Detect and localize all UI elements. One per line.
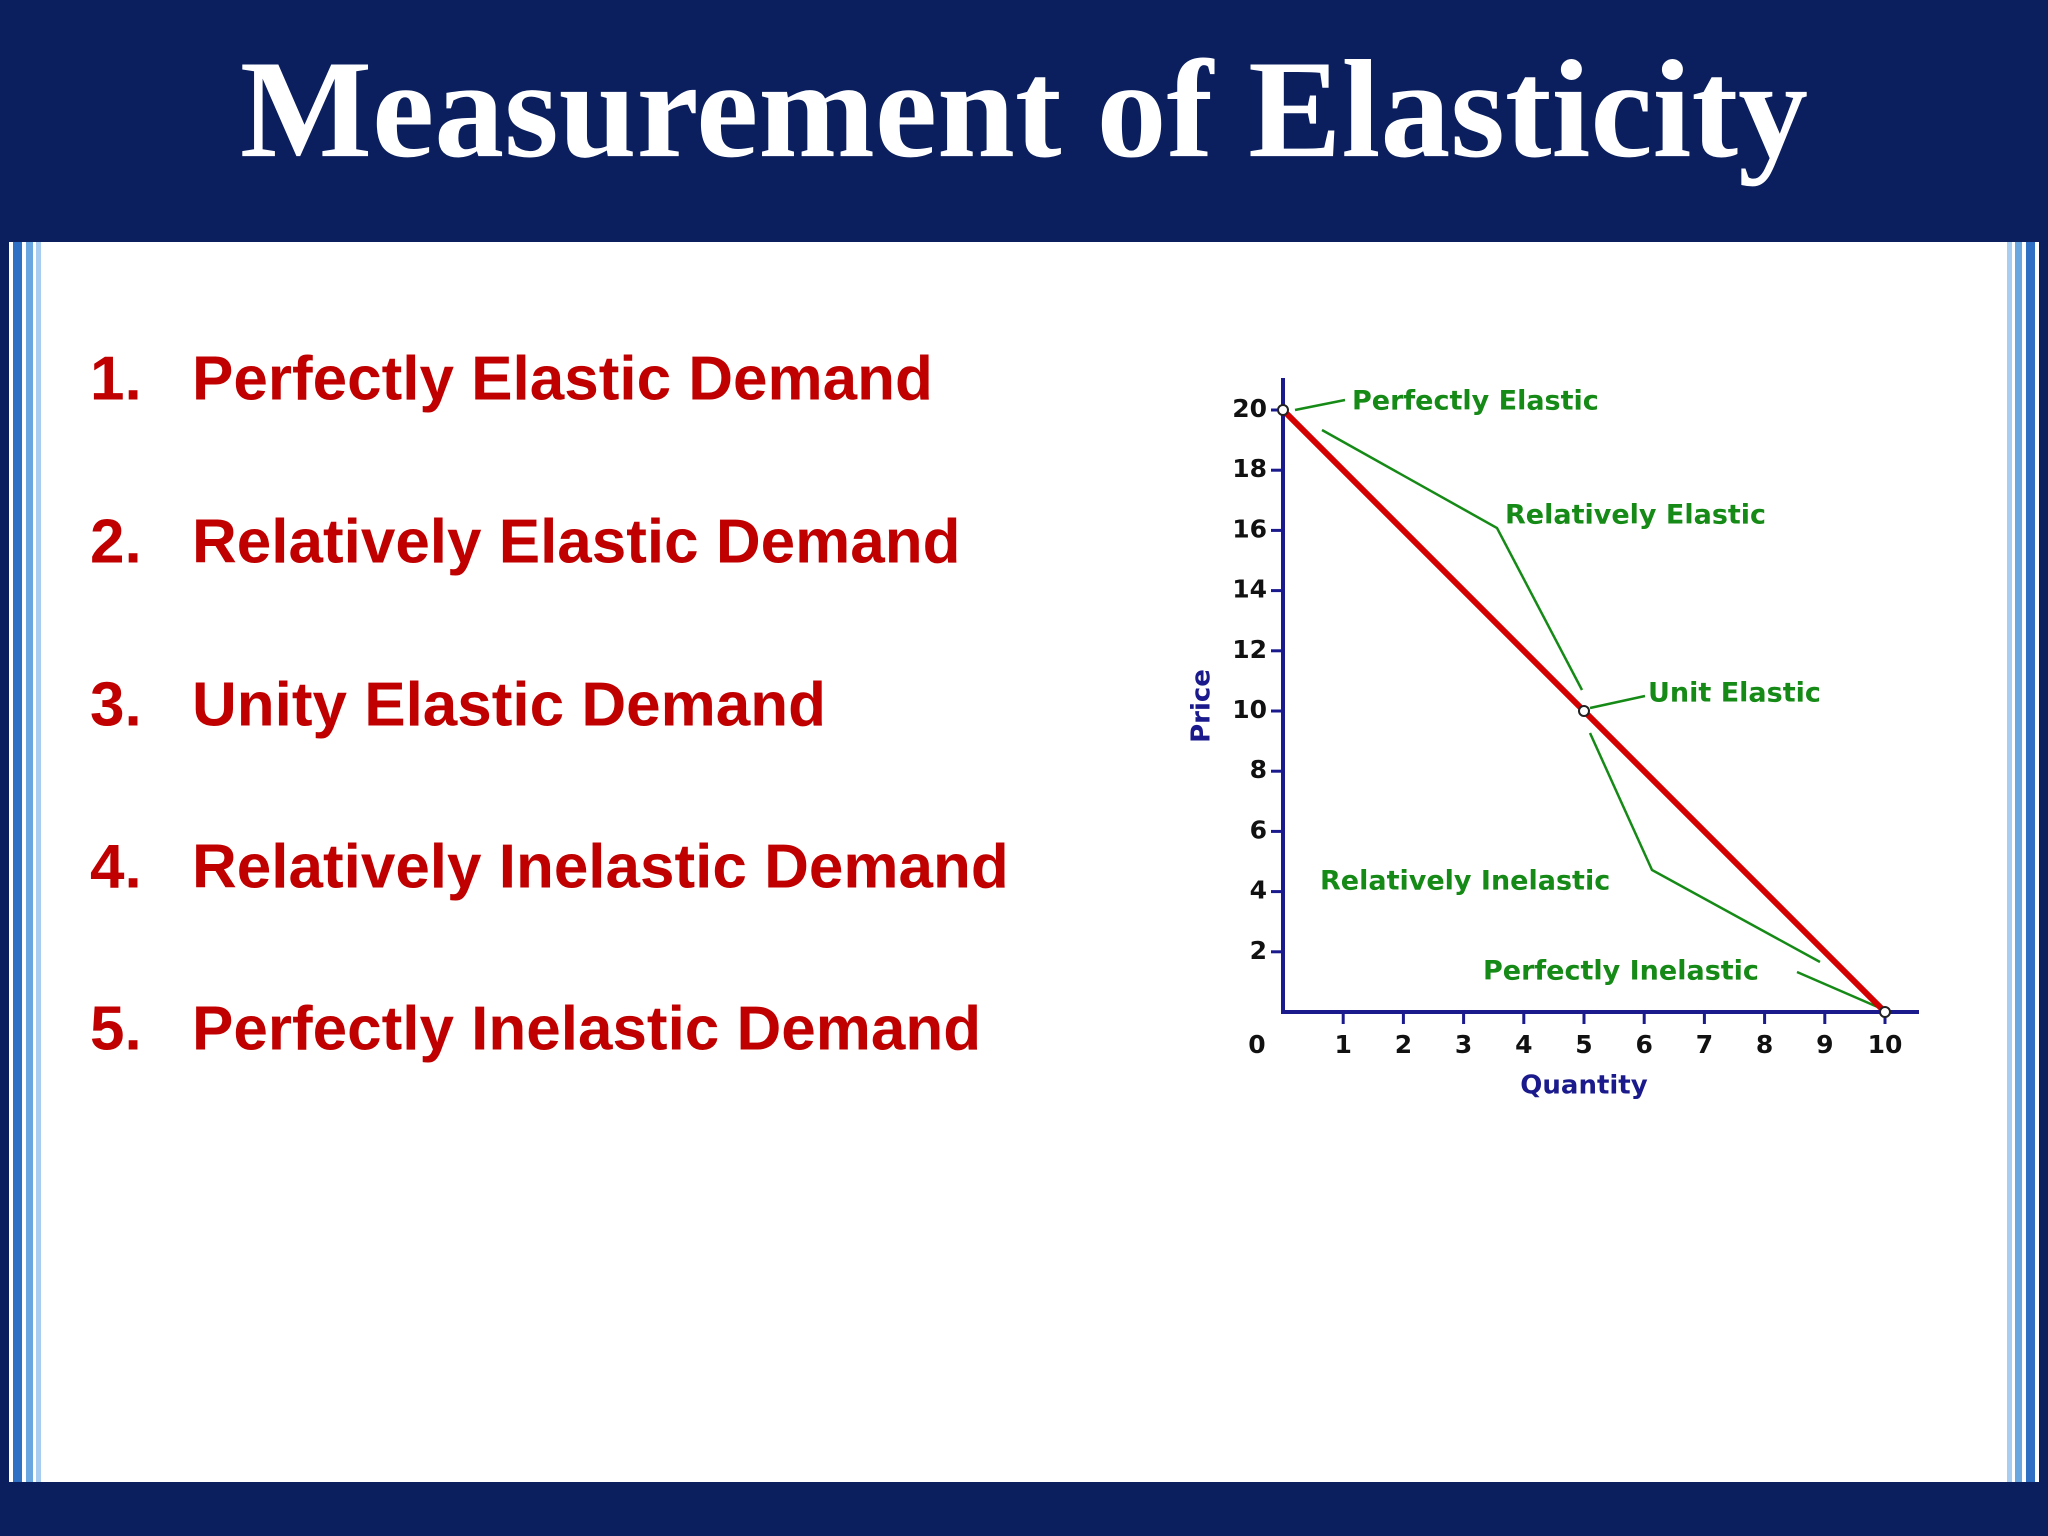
y-tick-label: 6 (1250, 815, 1267, 844)
x-tick-label: 0 (1248, 1030, 1265, 1059)
list-item: Unity Elastic Demand (192, 670, 826, 739)
annotation: Perfectly Inelastic (1483, 956, 1759, 987)
annotation-leader (1796, 970, 1881, 1010)
annotation-leader (1589, 694, 1646, 710)
y-tick-label: 8 (1250, 755, 1267, 784)
x-tick-label: 1 (1334, 1030, 1351, 1059)
header-bar (0, 0, 2048, 242)
x-tick-label: 8 (1756, 1030, 1773, 1059)
list-item: Relatively Inelastic Demand (192, 832, 1009, 901)
x-tick-label: 5 (1575, 1030, 1592, 1059)
x-tick-label: 4 (1515, 1030, 1532, 1059)
list-number: 2. (90, 507, 142, 576)
x-tick-label: 9 (1816, 1030, 1833, 1059)
y-tick-label: 12 (1232, 635, 1267, 664)
annotation-leader (1321, 428, 1584, 691)
list-item: Perfectly Elastic Demand (192, 344, 933, 413)
x-tick-label: 7 (1696, 1030, 1713, 1059)
y-tick-label: 18 (1232, 454, 1267, 483)
list-number: 4. (90, 832, 142, 901)
x-tick-label: 10 (1868, 1030, 1903, 1059)
y-tick-label: 20 (1232, 394, 1267, 423)
annotation: Relatively Inelastic (1320, 866, 1610, 897)
y-tick-label: 14 (1232, 575, 1267, 604)
x-tick-label: 2 (1395, 1030, 1412, 1059)
annotation: Perfectly Elastic (1352, 386, 1599, 417)
list-item: Perfectly Inelastic Demand (192, 994, 981, 1063)
left-stripes (0, 242, 41, 1482)
y-tick-label: 2 (1250, 936, 1267, 965)
right-stripes (2007, 242, 2048, 1482)
annotation-leader (1588, 732, 1821, 964)
annotation: Relatively Elastic (1505, 500, 1766, 531)
list-number: 1. (90, 344, 142, 413)
point (1578, 705, 1590, 717)
annotation: Unit Elastic (1648, 678, 1821, 709)
y-tick-label: 4 (1250, 876, 1267, 905)
list-number: 5. (90, 994, 142, 1063)
footer-bar (0, 1482, 2048, 1536)
point (1879, 1006, 1891, 1018)
slide-title: Measurement of Elasticity (240, 32, 1808, 187)
point (1277, 404, 1289, 416)
y-tick-label: 10 (1232, 695, 1267, 724)
annotation-leader (1294, 398, 1346, 412)
x-tick-label: 6 (1635, 1030, 1652, 1059)
y-axis-label: Price (1187, 669, 1217, 743)
list-item: Relatively Elastic Demand (192, 507, 960, 576)
x-tick-label: 3 (1455, 1030, 1472, 1059)
list-number: 3. (90, 670, 142, 739)
x-axis-label: Quantity (1520, 1071, 1647, 1101)
y-tick-label: 16 (1232, 514, 1267, 543)
